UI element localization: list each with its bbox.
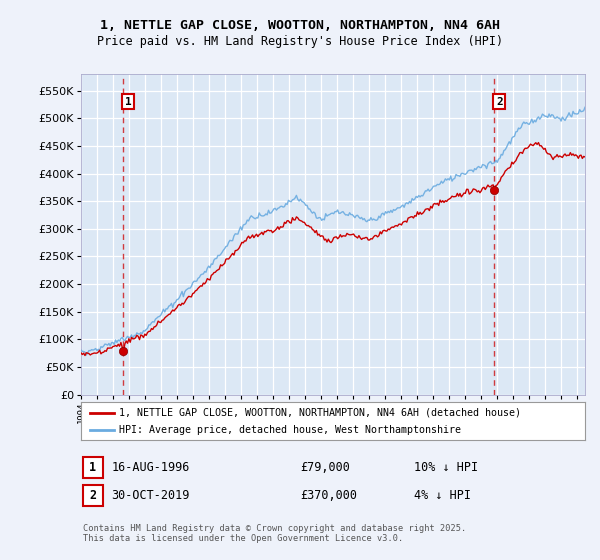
Text: Contains HM Land Registry data © Crown copyright and database right 2025.
This d: Contains HM Land Registry data © Crown c… [83,524,466,543]
Text: £370,000: £370,000 [300,489,357,502]
Text: 30-OCT-2019: 30-OCT-2019 [112,489,190,502]
Text: 10% ↓ HPI: 10% ↓ HPI [414,461,478,474]
Text: 1, NETTLE GAP CLOSE, WOOTTON, NORTHAMPTON, NN4 6AH (detached house): 1, NETTLE GAP CLOSE, WOOTTON, NORTHAMPTO… [119,408,521,418]
Text: 16-AUG-1996: 16-AUG-1996 [112,461,190,474]
Text: £79,000: £79,000 [300,461,350,474]
Text: 2: 2 [496,96,503,106]
Text: Price paid vs. HM Land Registry's House Price Index (HPI): Price paid vs. HM Land Registry's House … [97,35,503,49]
Text: 2: 2 [89,489,96,502]
Text: 1: 1 [89,461,96,474]
Text: 1: 1 [125,96,131,106]
Text: 4% ↓ HPI: 4% ↓ HPI [414,489,471,502]
Text: 1, NETTLE GAP CLOSE, WOOTTON, NORTHAMPTON, NN4 6AH: 1, NETTLE GAP CLOSE, WOOTTON, NORTHAMPTO… [100,18,500,32]
Text: HPI: Average price, detached house, West Northamptonshire: HPI: Average price, detached house, West… [119,425,461,435]
